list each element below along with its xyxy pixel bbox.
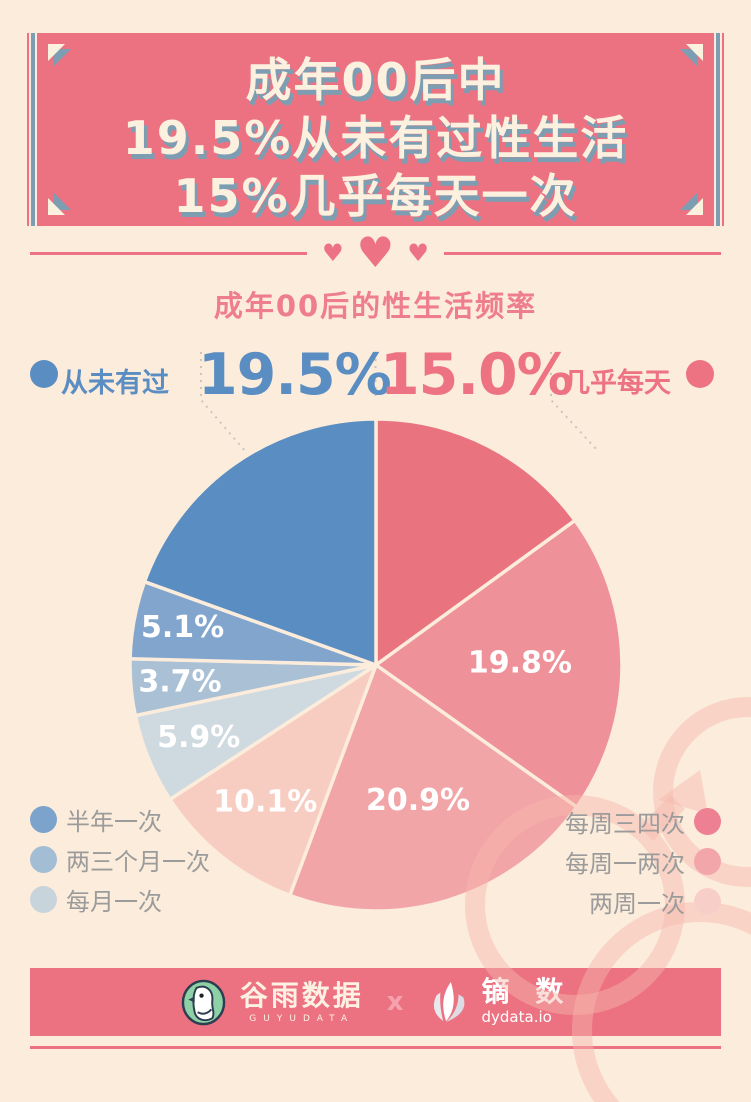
legend-dot-icon bbox=[694, 888, 721, 915]
heart-icon: ♥ bbox=[322, 239, 344, 267]
legend-dot-daily-icon bbox=[686, 360, 714, 388]
divider-line bbox=[443, 251, 721, 255]
legend-dot-icon bbox=[30, 806, 57, 833]
brand-name: 镝 数 bbox=[481, 975, 572, 1008]
footer-divider-line bbox=[30, 1046, 721, 1049]
legend-item: 每周三四次 bbox=[565, 808, 721, 838]
pie-slice-每周一两次 bbox=[288, 663, 579, 913]
corner-ornament-icon bbox=[680, 44, 703, 67]
brand-subtext: GUYUDATA bbox=[249, 1013, 355, 1024]
legend-dot-icon bbox=[694, 848, 721, 875]
pie-slice-几乎每天 bbox=[374, 417, 577, 667]
heart-divider: ♥ ♥ ♥ bbox=[30, 232, 721, 274]
slice-value-label: 3.7% bbox=[138, 664, 221, 699]
slice-value-label: 5.9% bbox=[157, 720, 240, 755]
title-line: 19.5%从未有过性生活 bbox=[122, 111, 629, 165]
legend-dot-icon bbox=[694, 808, 721, 835]
banner-side-line bbox=[722, 33, 724, 226]
brand-subtext: dydata.io bbox=[481, 1008, 552, 1026]
brand-name: 谷雨数据 bbox=[239, 978, 364, 1012]
legend-dot-icon bbox=[30, 886, 57, 913]
slice-value-label: 19.8% bbox=[468, 646, 572, 681]
legend-label: 每周三四次 bbox=[565, 810, 685, 838]
heart-icon: ♥ bbox=[356, 228, 395, 277]
guyudata-logo-icon bbox=[181, 979, 226, 1025]
callout-label-daily: 几乎每天 bbox=[563, 368, 671, 399]
legend-item: 每月一次 bbox=[30, 886, 210, 916]
legend-left: 半年一次两三个月一次 每月一次 bbox=[30, 806, 210, 926]
callout-value-never: 19.5% bbox=[198, 342, 392, 408]
banner-side-line bbox=[27, 33, 29, 226]
legend-item: 半年一次 bbox=[30, 806, 210, 836]
legend-dot-icon bbox=[30, 846, 57, 873]
heart-icon: ♥ bbox=[407, 239, 429, 267]
brand-dydata: 镝 数 dydata.io bbox=[481, 975, 572, 1027]
legend-item: 两周一次 bbox=[589, 888, 721, 918]
legend-item: 两三个月一次 bbox=[30, 846, 210, 876]
slice-value-label: 5.1% bbox=[141, 610, 224, 645]
footer: 谷雨数据 GUYUDATA x 镝 数 dydata.io bbox=[30, 968, 721, 1036]
title-banner: 成年00后中 19.5%从未有过性生活 15%几乎每天一次 bbox=[37, 33, 714, 226]
collab-x-separator: x bbox=[386, 987, 404, 1017]
banner-side-line bbox=[31, 33, 35, 226]
legend-label: 半年一次 bbox=[66, 808, 162, 836]
chart-title: 成年00后的性生活频率 bbox=[213, 289, 538, 323]
slice-value-label: 10.1% bbox=[213, 785, 317, 820]
title-line: 15%几乎每天一次 bbox=[173, 169, 578, 223]
legend-dot-never-icon bbox=[30, 360, 58, 388]
pie-slice-两周一次 bbox=[168, 663, 378, 898]
legend-item: 每周一两次 bbox=[565, 848, 721, 878]
dydata-logo-icon bbox=[433, 981, 464, 1023]
title-line: 成年00后中 bbox=[245, 53, 506, 107]
corner-ornament-icon bbox=[680, 192, 703, 215]
corner-ornament-icon bbox=[48, 44, 71, 67]
banner-side-line bbox=[716, 33, 720, 226]
callout-value-daily: 15.0% bbox=[380, 342, 574, 408]
legend-right: 每周三四次每周一两次两周一次 bbox=[565, 808, 721, 928]
corner-ornament-icon bbox=[48, 192, 71, 215]
callout-label-never: 从未有过 bbox=[61, 368, 169, 399]
pie-slice-每周三四次 bbox=[374, 518, 624, 809]
legend-label: 每月一次 bbox=[66, 888, 162, 916]
brand-guyudata: 谷雨数据 GUYUDATA bbox=[239, 978, 364, 1024]
pie-slice-从未有过 bbox=[142, 417, 378, 667]
slice-value-label: 20.9% bbox=[366, 783, 470, 818]
legend-label: 每周一两次 bbox=[565, 850, 685, 878]
divider-line bbox=[30, 251, 308, 255]
legend-label: 两周一次 bbox=[589, 890, 685, 918]
legend-label: 两三个月一次 bbox=[66, 848, 210, 876]
